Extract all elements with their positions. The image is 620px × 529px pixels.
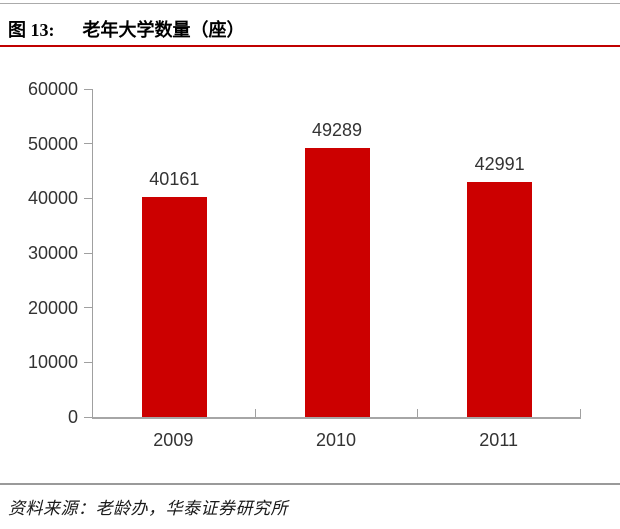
- bar-chart: 40161 49289 42991 0 10000 20000 30000 40000 500…: [27, 79, 581, 450]
- x-axis-tick: [254, 409, 256, 417]
- bar-value-label: 40161: [149, 169, 200, 190]
- x-axis-label: 2010: [315, 430, 357, 450]
- chart-header: 图 13: 老年大学数量（座）: [8, 16, 612, 42]
- y-axis-label: 40000: [27, 188, 78, 209]
- y-axis-label: 0: [67, 407, 78, 427]
- x-axis-tick: [417, 409, 419, 417]
- chart-title: 老年大学数量（座）: [82, 20, 245, 40]
- y-axis-label: 50000: [27, 133, 78, 154]
- source-note: 资料来源：老龄办，华泰证券研究所: [8, 499, 288, 518]
- bar-2009: [141, 197, 207, 417]
- x-axis-label: 2011: [479, 430, 519, 450]
- figure-label: 图 13:: [8, 20, 55, 40]
- bar-2010: [304, 147, 370, 417]
- plot-area: 40161 49289 42991: [92, 89, 581, 419]
- bar-value-label: 49289: [311, 119, 363, 140]
- bottom-divider: [0, 483, 620, 485]
- y-axis-tick: [84, 307, 93, 309]
- title-underline: [0, 45, 620, 47]
- y-axis-tick: [84, 197, 93, 199]
- y-axis-tick: [84, 88, 93, 90]
- y-axis-label: 10000: [27, 352, 78, 373]
- top-divider: [0, 3, 620, 4]
- y-axis-label: 20000: [27, 297, 78, 318]
- y-axis-label: 30000: [27, 243, 78, 263]
- y-axis-label: 60000: [27, 79, 78, 99]
- y-axis-tick: [84, 361, 93, 363]
- y-axis-tick: [84, 416, 93, 418]
- x-axis-label: 2009: [153, 430, 194, 450]
- x-axis-tick: [580, 409, 581, 417]
- y-axis-tick: [84, 143, 93, 145]
- bar-value-label: 42991: [474, 153, 525, 174]
- bar-2011: [467, 181, 533, 417]
- y-axis-tick: [84, 252, 93, 254]
